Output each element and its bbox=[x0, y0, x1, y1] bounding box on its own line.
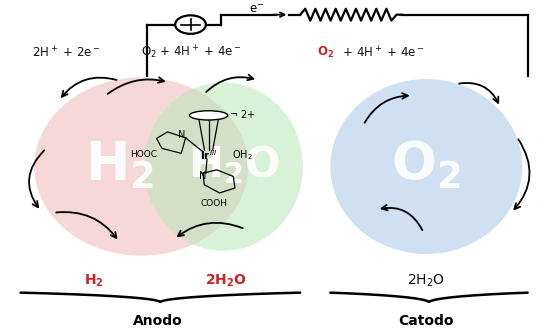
Text: COOH: COOH bbox=[201, 199, 228, 208]
Text: $\mathbf{O_2}$: $\mathbf{O_2}$ bbox=[317, 45, 334, 60]
Text: N: N bbox=[199, 171, 207, 181]
Ellipse shape bbox=[330, 79, 522, 254]
Text: 2H$_2$O: 2H$_2$O bbox=[407, 272, 445, 289]
Text: + 4H$^+$ + 4e$^-$: + 4H$^+$ + 4e$^-$ bbox=[338, 45, 424, 60]
Text: 2H$^+$ + 2e$^-$: 2H$^+$ + 2e$^-$ bbox=[31, 45, 100, 60]
Text: Catodo: Catodo bbox=[398, 314, 454, 328]
Text: OH$_2$: OH$_2$ bbox=[231, 148, 252, 162]
Text: e$^{-}$: e$^{-}$ bbox=[249, 3, 264, 16]
Text: O$_2$ + 4H$^+$ + 4e$^-$: O$_2$ + 4H$^+$ + 4e$^-$ bbox=[141, 44, 242, 61]
Text: $\neg$ 2+: $\neg$ 2+ bbox=[229, 108, 256, 120]
Text: $\mathbf{O_2}$: $\mathbf{O_2}$ bbox=[391, 139, 461, 191]
Text: $\mathbf{2H_2O}$: $\mathbf{2H_2O}$ bbox=[206, 272, 247, 289]
Text: $\mathbf{H_2}$: $\mathbf{H_2}$ bbox=[84, 272, 103, 289]
Text: Ir$^{III}$: Ir$^{III}$ bbox=[200, 148, 217, 162]
Ellipse shape bbox=[190, 111, 228, 120]
Text: $\mathbf{H_2O}$: $\mathbf{H_2O}$ bbox=[188, 144, 280, 186]
Ellipse shape bbox=[144, 82, 303, 251]
Text: HOOC: HOOC bbox=[131, 150, 158, 159]
Text: N: N bbox=[177, 130, 185, 140]
Ellipse shape bbox=[34, 77, 248, 256]
Text: Anodo: Anodo bbox=[133, 314, 182, 328]
Text: $\mathbf{H_2}$: $\mathbf{H_2}$ bbox=[85, 139, 154, 191]
